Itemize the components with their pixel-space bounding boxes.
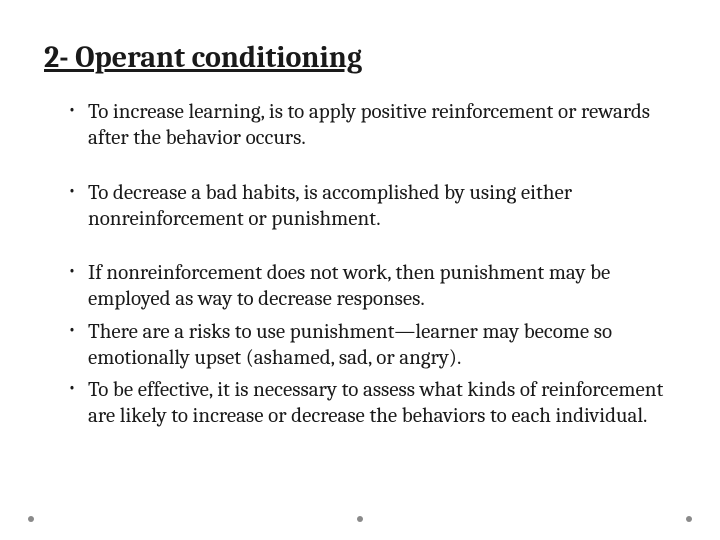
spacer: [68, 158, 680, 180]
spacer: [68, 238, 680, 260]
list-item: To decrease a bad habits, is accomplishe…: [68, 180, 680, 233]
list-item: To increase learning, is to apply positi…: [68, 99, 680, 152]
bullet-list: To increase learning, is to apply positi…: [40, 99, 680, 430]
dot-icon: [357, 516, 363, 522]
list-item: There are a risks to use punishment—lear…: [68, 319, 680, 372]
decorative-dots: [0, 516, 720, 522]
slide-title: 2- Operant conditioning: [44, 40, 680, 75]
list-item: To be effective, it is necessary to asse…: [68, 377, 680, 430]
list-item: If nonreinforcement does not work, then …: [68, 260, 680, 313]
dot-icon: [686, 516, 692, 522]
dot-icon: [28, 516, 34, 522]
